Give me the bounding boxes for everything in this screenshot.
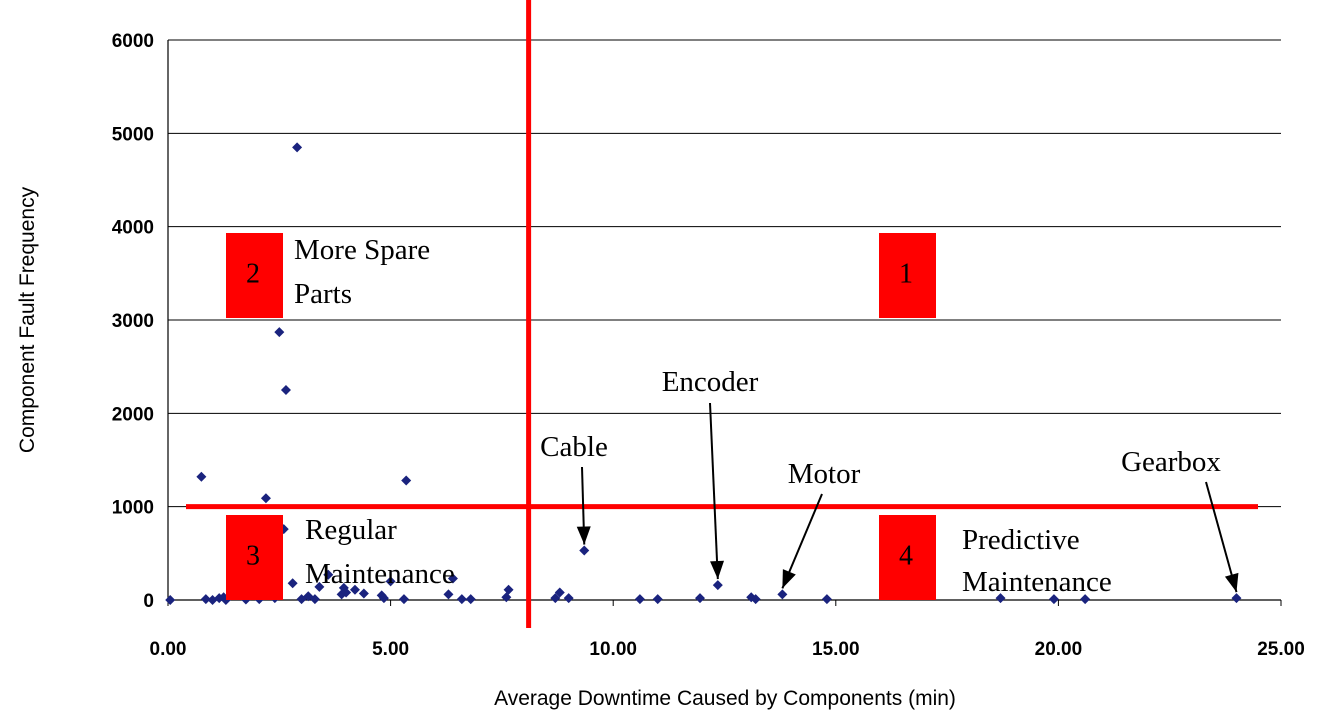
annotation-arrowhead xyxy=(576,526,591,545)
y-tick-label: 3000 xyxy=(112,311,154,332)
data-point xyxy=(995,593,1006,604)
data-point xyxy=(196,471,207,482)
gridlines xyxy=(168,39,1281,508)
quadrant-label: Parts xyxy=(294,278,352,310)
quadrant-label: Maintenance xyxy=(962,566,1112,598)
quadrant-label: More Spare xyxy=(294,234,430,266)
data-point xyxy=(401,475,412,486)
quadrant-labels: 2 More Spare Parts 1 3 Regular Maintenance 4 Pre… xyxy=(226,233,1112,600)
x-tick-label: 25.00 xyxy=(1257,639,1305,660)
annotation-label: Gearbox xyxy=(1121,446,1221,478)
data-point xyxy=(1048,594,1059,605)
data-point xyxy=(398,594,409,605)
x-tick-label: 15.00 xyxy=(812,639,860,660)
annotation-label: Encoder xyxy=(662,366,759,398)
data-point xyxy=(349,584,360,595)
quadrant-marker xyxy=(879,233,936,318)
annotations: Cable Encoder Motor Gearbox xyxy=(540,366,1239,593)
quadrant-marker xyxy=(226,233,283,318)
x-tick-label: 10.00 xyxy=(589,639,637,660)
data-point xyxy=(501,592,512,603)
data-point xyxy=(274,327,285,338)
data-point xyxy=(309,594,320,605)
data-point xyxy=(634,594,645,605)
y-tick-label: 4000 xyxy=(112,218,154,239)
data-point xyxy=(554,587,565,598)
data-point xyxy=(323,569,334,580)
y-tick-label: 2000 xyxy=(112,404,154,425)
data-point xyxy=(165,595,176,605)
data-point xyxy=(378,593,389,604)
data-point xyxy=(314,581,325,592)
data-point xyxy=(712,580,723,591)
data-point xyxy=(1080,594,1091,605)
x-tick-labels: 0.00 5.00 10.00 15.00 20.00 25.00 xyxy=(150,639,1305,660)
quadrant-marker xyxy=(879,515,936,600)
data-point xyxy=(443,589,454,600)
annotation-arrowhead xyxy=(1224,572,1239,593)
y-tick-label: 0 xyxy=(143,591,154,612)
data-point xyxy=(447,573,458,584)
data-point xyxy=(385,576,396,587)
y-tick-labels: 0 1000 2000 3000 4000 5000 6000 xyxy=(112,31,154,612)
annotation-label: Motor xyxy=(788,458,861,490)
x-tick-label: 0.00 xyxy=(150,639,187,660)
data-point xyxy=(280,385,291,395)
y-tick-label: 6000 xyxy=(112,31,154,52)
y-tick-label: 5000 xyxy=(112,124,154,145)
quadrant-marker xyxy=(226,515,283,600)
data-point xyxy=(465,594,476,605)
data-point xyxy=(503,584,514,595)
data-point xyxy=(550,593,561,604)
data-point xyxy=(200,594,211,605)
data-point xyxy=(358,588,369,599)
y-tick-label: 1000 xyxy=(112,498,154,519)
annotation-arrowhead xyxy=(710,560,725,580)
data-point xyxy=(777,589,788,600)
data-point xyxy=(341,587,352,598)
x-axis-title: Average Downtime Caused by Components (m… xyxy=(494,687,956,710)
quadrant-number: 4 xyxy=(899,540,913,571)
annotation-arrow xyxy=(709,402,719,580)
quadrant-number: 1 xyxy=(899,258,913,289)
data-point xyxy=(456,594,467,605)
data-point xyxy=(579,545,590,556)
x-tick-label: 20.00 xyxy=(1035,639,1083,660)
data-point xyxy=(821,594,832,605)
data-point xyxy=(292,142,303,153)
quadrant-number: 3 xyxy=(246,540,260,571)
data-point xyxy=(1231,593,1242,604)
axes xyxy=(167,40,1282,606)
annotation-arrow xyxy=(1205,481,1238,593)
data-point xyxy=(563,593,574,604)
y-axis-title: Component Fault Frequency xyxy=(16,186,39,453)
quadrant-label: Maintenance xyxy=(305,558,455,590)
data-point xyxy=(652,594,663,605)
data-point xyxy=(260,493,271,504)
x-tick-label: 5.00 xyxy=(372,639,409,660)
data-point xyxy=(695,593,706,604)
quadrant-label: Regular xyxy=(305,514,397,546)
data-point xyxy=(750,594,761,605)
annotation-arrowhead xyxy=(782,569,796,589)
threshold-lines xyxy=(186,0,1258,628)
annotation-label: Cable xyxy=(540,431,608,463)
quadrant-label: Predictive xyxy=(962,524,1080,556)
data-point xyxy=(287,578,298,589)
quadrant-number: 2 xyxy=(246,258,260,289)
